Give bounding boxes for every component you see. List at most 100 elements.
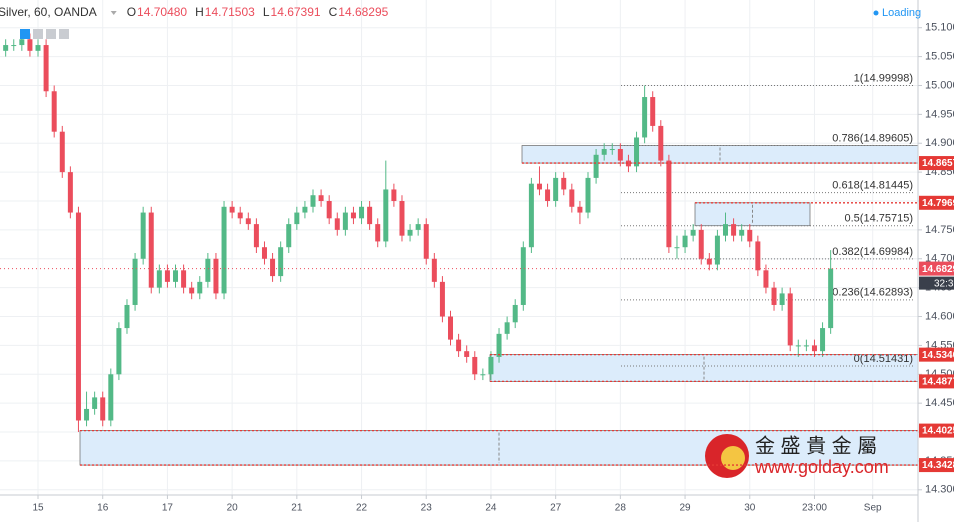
candle-body: [771, 287, 777, 305]
candle-body: [488, 356, 494, 375]
candle-body: [334, 218, 340, 230]
candle-body: [27, 39, 33, 51]
candle-body: [553, 177, 559, 202]
ohlc-value: 14.70480: [137, 5, 187, 19]
x-tick-label: 30: [744, 503, 756, 514]
candle-body: [520, 247, 526, 305]
x-tick-label: 24: [485, 503, 497, 514]
candle-body: [755, 241, 761, 271]
ohlc-value: 14.68295: [338, 5, 388, 19]
candle-body: [731, 224, 737, 236]
candle-body: [723, 224, 729, 236]
candle-body: [472, 356, 478, 375]
candle-body: [811, 345, 817, 352]
tool-icon[interactable]: [33, 29, 43, 39]
candle-body: [399, 201, 405, 236]
y-tick-label: 14.900: [925, 137, 954, 149]
ohlc-key: O: [127, 5, 136, 19]
candle-body: [359, 206, 365, 219]
candle-body: [779, 293, 785, 305]
candle-body: [698, 229, 704, 259]
candle-body: [51, 91, 57, 132]
fib-label: 1(14.99998): [854, 72, 913, 84]
candle-body: [92, 397, 98, 409]
candle-body: [820, 328, 826, 352]
candle-body: [625, 160, 631, 167]
candle-body: [59, 131, 65, 173]
candle-body: [75, 212, 81, 421]
symbol: Silver, 60, OANDA: [0, 5, 97, 19]
candle-body: [3, 45, 9, 51]
candle-body: [391, 189, 397, 202]
x-tick-label: 15: [32, 503, 44, 514]
candle-body: [164, 270, 170, 282]
candle-body: [132, 258, 138, 305]
last-price-tag: [919, 261, 954, 276]
candle-body: [448, 316, 454, 340]
price-tag: [919, 423, 954, 438]
fib-label: 0.236(14.62893): [832, 287, 913, 299]
candle-body: [439, 281, 445, 317]
candle-body: [318, 195, 324, 202]
x-tick-label: 21: [291, 503, 303, 514]
candle-body: [536, 183, 542, 190]
dropdown: [110, 11, 117, 15]
candle-body: [504, 322, 510, 334]
y-tick-label: 14.300: [925, 484, 954, 496]
fib-label: 0(14.51431): [854, 353, 913, 365]
candle-body: [747, 229, 753, 242]
x-tick-label: 16: [97, 503, 109, 514]
plot: 1(14.99998) 0.786(14.89605) 0.618(14.81445…: [0, 33, 918, 466]
candle-body: [650, 97, 656, 126]
y-tick-label: 14.600: [925, 310, 954, 322]
candle-body: [577, 206, 583, 213]
candle-body: [173, 270, 179, 282]
candle-body: [286, 224, 292, 248]
candle-body: [116, 328, 122, 375]
logo-inner: [721, 446, 745, 470]
candle-body: [270, 258, 276, 277]
candle-body: [213, 258, 219, 294]
candle-body: [197, 281, 203, 294]
candle-body: [617, 149, 623, 161]
fib-label: 0.786(14.89605): [832, 132, 913, 144]
candle-body: [682, 235, 688, 248]
candle-body: [302, 206, 308, 213]
countdown-tag: [919, 276, 954, 290]
watermark-name: 金 盛 貴 金 屬: [755, 434, 877, 457]
tool-icon[interactable]: [59, 29, 69, 39]
x-tick-label: 27: [550, 503, 562, 514]
tool-icon[interactable]: [46, 29, 56, 39]
tool-icon[interactable]: [20, 29, 30, 39]
candle-body: [674, 247, 680, 249]
last-price-label: 14.6829: [922, 264, 954, 275]
candle-body: [156, 270, 162, 288]
candle-body: [253, 224, 259, 248]
y-tick-label: 15.050: [925, 51, 954, 63]
fib-label: 0.618(14.81445): [832, 180, 913, 192]
price-tag: [919, 374, 954, 389]
candle-body: [326, 201, 332, 219]
candle-body: [423, 224, 429, 259]
candle-body: [795, 345, 801, 347]
candle-body: [658, 125, 664, 161]
candle-body: [787, 293, 793, 346]
candle-body: [229, 206, 235, 213]
candle-body: [367, 206, 373, 225]
candle-body: [35, 45, 41, 51]
y-tick-label: 14.950: [925, 108, 954, 120]
candle-body: [666, 160, 672, 248]
candle-body: [205, 258, 211, 282]
candle-body: [261, 247, 267, 259]
candle-body: [294, 212, 300, 225]
candle-body: [706, 258, 712, 265]
candle-body: [431, 258, 437, 282]
candle-body: [407, 229, 413, 236]
candle-body: [181, 270, 187, 288]
candle-body: [739, 229, 745, 236]
candle-body: [690, 229, 696, 236]
axis: 14.30014.35014.40014.45014.50014.55014.6…: [32, 22, 954, 514]
ohlc-value: 14.67391: [271, 5, 321, 19]
candle-body: [601, 149, 607, 155]
candle-body: [189, 287, 195, 294]
